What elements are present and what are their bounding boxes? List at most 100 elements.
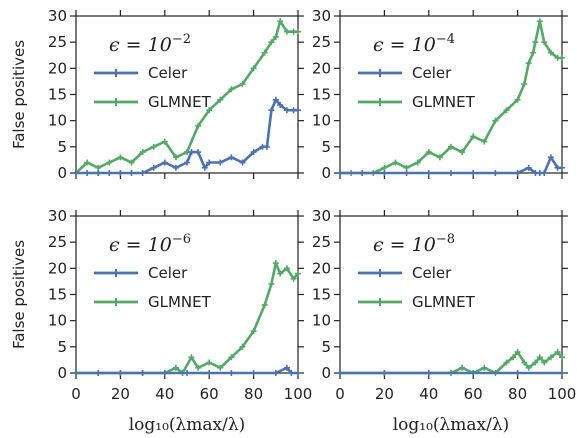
data-point-glmnet bbox=[239, 343, 246, 350]
data-point-glmnet bbox=[436, 154, 443, 161]
data-point-glmnet bbox=[554, 349, 561, 356]
epsilon-annotation: ϵ = 10−2 bbox=[109, 32, 191, 56]
data-point-celer bbox=[95, 170, 102, 176]
data-point-celer bbox=[272, 370, 279, 376]
data-point-glmnet bbox=[188, 354, 195, 361]
legend-entry-glmnet: GLMNET bbox=[358, 93, 476, 111]
y-axis-label: False positives bbox=[10, 40, 28, 149]
data-point-glmnet bbox=[510, 354, 517, 361]
legend-label: Celer bbox=[148, 264, 188, 282]
data-point-celer bbox=[150, 164, 157, 171]
panel-1: 0 5 10 15 20 25 30 False positives ϵ = 10−2 Celer… bbox=[10, 7, 304, 182]
y-tick-label: 30 bbox=[312, 207, 331, 225]
legend-label: Celer bbox=[148, 64, 188, 82]
data-point-celer bbox=[106, 170, 113, 176]
data-point-glmnet bbox=[250, 65, 257, 72]
data-point-glmnet bbox=[530, 49, 537, 56]
data-point-glmnet bbox=[217, 364, 224, 371]
legend-entry-glmnet: GLMNET bbox=[358, 293, 476, 311]
data-point-glmnet bbox=[547, 49, 554, 56]
data-point-celer bbox=[139, 370, 146, 376]
y-tick-label: 15 bbox=[312, 286, 331, 304]
data-point-celer bbox=[492, 170, 499, 176]
legend-entry-glmnet: GLMNET bbox=[94, 293, 212, 311]
epsilon-annotation: ϵ = 10−8 bbox=[373, 232, 455, 256]
x-tick-label: 0 bbox=[71, 385, 81, 403]
x-tick-label: 80 bbox=[508, 385, 527, 403]
y-tick-label: 30 bbox=[312, 7, 331, 25]
data-point-glmnet bbox=[84, 159, 91, 166]
data-point-glmnet bbox=[381, 164, 388, 171]
epsilon-exponent: −8 bbox=[436, 232, 455, 247]
data-point-glmnet bbox=[277, 270, 284, 277]
data-point-glmnet bbox=[139, 149, 146, 156]
data-point-glmnet bbox=[492, 117, 499, 124]
x-axis-label: log₁₀(λmax/λ) bbox=[129, 415, 246, 435]
data-point-celer bbox=[541, 170, 548, 176]
data-point-celer bbox=[217, 159, 224, 166]
x-tick-label: 20 bbox=[111, 385, 130, 403]
data-point-celer bbox=[514, 370, 521, 376]
y-tick-label: 20 bbox=[48, 59, 67, 77]
epsilon-annotation: ϵ = 10−6 bbox=[109, 232, 191, 256]
data-point-glmnet bbox=[261, 49, 268, 56]
data-point-glmnet bbox=[290, 275, 297, 282]
panel-3: 0 5 10 15 20 25 30 0 20 40 60 80 100 False positives l… bbox=[10, 207, 312, 435]
data-point-celer bbox=[283, 364, 290, 371]
data-point-glmnet bbox=[514, 96, 521, 103]
y-tick-label: 20 bbox=[48, 259, 67, 277]
y-tick-label: 15 bbox=[312, 86, 331, 104]
data-point-glmnet bbox=[117, 154, 124, 161]
data-point-celer bbox=[272, 96, 279, 103]
panel-4: 0 5 10 15 20 25 30 0 20 40 60 80 100 log₁₀(λmax/λ) ϵ =… bbox=[312, 207, 576, 435]
data-point-celer bbox=[117, 170, 124, 176]
y-tick-label: 20 bbox=[312, 259, 331, 277]
x-tick-label: 60 bbox=[464, 385, 483, 403]
series-line-celer bbox=[340, 156, 562, 175]
data-point-celer bbox=[184, 159, 190, 166]
data-point-celer bbox=[73, 370, 79, 376]
data-point-glmnet bbox=[448, 143, 454, 150]
panel-2: 0 5 10 15 20 25 30 ϵ = 10−4 Celer GLMNET bbox=[312, 7, 568, 182]
data-point-celer bbox=[381, 170, 388, 176]
legend-label: Celer bbox=[412, 64, 452, 82]
data-point-glmnet bbox=[283, 28, 290, 35]
data-point-glmnet bbox=[217, 96, 224, 103]
data-point-glmnet bbox=[250, 328, 257, 335]
data-point-glmnet bbox=[206, 107, 213, 114]
legend-entry-celer: Celer bbox=[94, 264, 188, 282]
y-tick-label: 5 bbox=[321, 138, 331, 156]
data-point-glmnet bbox=[503, 359, 510, 366]
data-point-celer bbox=[470, 170, 477, 176]
data-point-celer bbox=[201, 164, 208, 171]
x-tick-label: 0 bbox=[335, 385, 345, 403]
data-point-glmnet bbox=[481, 364, 488, 371]
x-tick-label: 100 bbox=[548, 385, 577, 403]
data-point-celer bbox=[228, 154, 235, 161]
data-point-glmnet bbox=[272, 260, 279, 267]
data-point-glmnet bbox=[268, 281, 275, 288]
data-point-glmnet bbox=[295, 270, 301, 277]
data-point-celer bbox=[295, 370, 301, 376]
y-tick-label: 5 bbox=[321, 338, 331, 356]
y-tick-label: 15 bbox=[48, 86, 67, 104]
legend-label: GLMNET bbox=[412, 293, 476, 311]
data-point-glmnet bbox=[503, 107, 510, 114]
data-point-glmnet bbox=[261, 301, 268, 308]
data-point-glmnet bbox=[228, 354, 235, 361]
y-tick-label: 30 bbox=[48, 7, 67, 25]
data-point-celer bbox=[184, 370, 190, 376]
data-point-celer bbox=[188, 149, 195, 156]
x-tick-label: 40 bbox=[155, 385, 174, 403]
data-point-glmnet bbox=[521, 81, 528, 88]
y-tick-label: 0 bbox=[321, 364, 331, 382]
y-tick-label: 20 bbox=[312, 59, 331, 77]
data-point-celer bbox=[559, 164, 565, 171]
legend-entry-glmnet: GLMNET bbox=[94, 93, 212, 111]
y-tick-label: 10 bbox=[312, 112, 331, 130]
data-point-celer bbox=[250, 149, 257, 156]
data-point-celer bbox=[95, 370, 102, 376]
y-tick-label: 25 bbox=[48, 33, 67, 51]
x-tick-label: 60 bbox=[200, 385, 219, 403]
